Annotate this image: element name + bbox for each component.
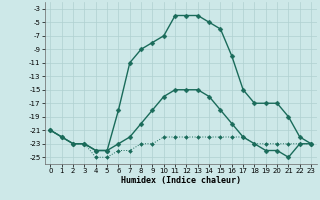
X-axis label: Humidex (Indice chaleur): Humidex (Indice chaleur) bbox=[121, 176, 241, 185]
